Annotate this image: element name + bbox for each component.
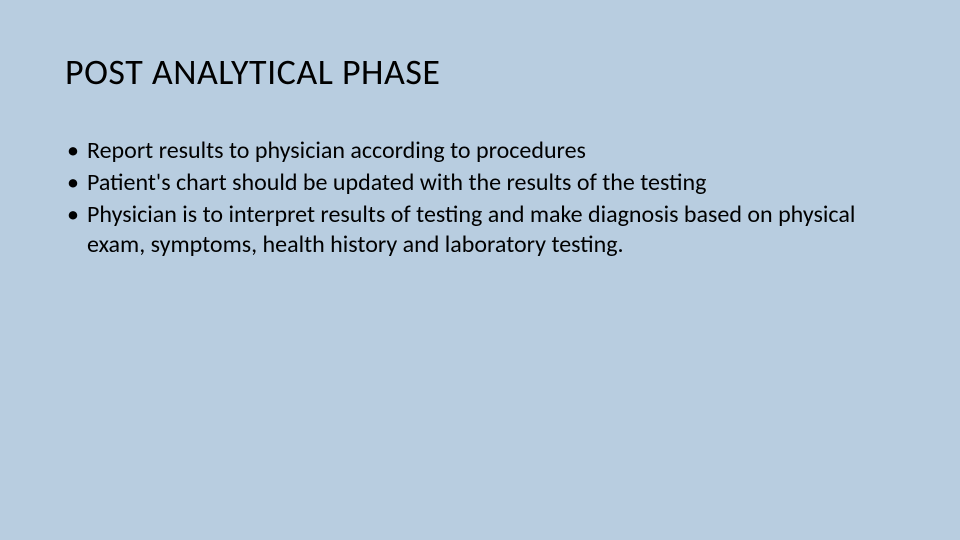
slide: POST ANALYTICAL PHASE Report results to … <box>0 0 960 540</box>
slide-title: POST ANALYTICAL PHASE <box>65 50 895 94</box>
list-item: Physician is to interpret results of tes… <box>65 200 895 260</box>
list-item: Patient's chart should be updated with t… <box>65 168 895 198</box>
bullet-list: Report results to physician according to… <box>65 136 895 260</box>
list-item: Report results to physician according to… <box>65 136 895 166</box>
